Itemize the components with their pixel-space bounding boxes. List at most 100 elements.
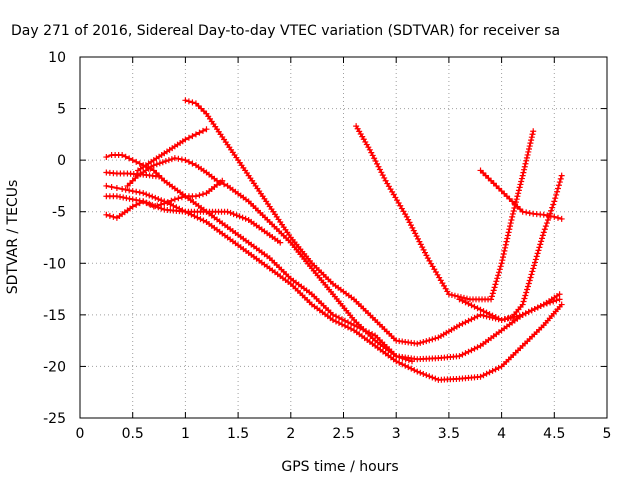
data-point bbox=[129, 188, 136, 195]
sample-marker bbox=[243, 196, 250, 203]
sample-marker bbox=[345, 319, 352, 326]
sample-marker bbox=[152, 173, 159, 180]
sample-marker bbox=[495, 269, 502, 276]
sample-marker bbox=[510, 207, 517, 214]
sample-marker bbox=[502, 315, 509, 322]
x-tick-label: 0.5 bbox=[122, 426, 144, 442]
x-tick-label: 1.5 bbox=[227, 426, 249, 442]
sample-marker bbox=[349, 314, 356, 321]
sample-marker bbox=[185, 98, 192, 105]
sample-marker bbox=[494, 275, 501, 282]
sample-marker bbox=[495, 272, 502, 279]
sample-marker bbox=[468, 302, 475, 309]
series-s6 bbox=[103, 151, 416, 365]
sample-marker bbox=[502, 241, 509, 248]
series-line bbox=[355, 125, 535, 301]
sample-marker bbox=[227, 209, 234, 216]
sample-marker bbox=[366, 329, 373, 336]
sample-marker bbox=[495, 364, 502, 371]
sample-marker bbox=[164, 199, 171, 206]
x-tick-label: 2.5 bbox=[332, 426, 354, 442]
sample-marker bbox=[189, 193, 196, 200]
sample-marker bbox=[332, 318, 339, 325]
sample-marker bbox=[163, 148, 170, 155]
sample-marker bbox=[306, 299, 313, 306]
sample-marker bbox=[556, 179, 563, 186]
sample-marker bbox=[423, 252, 430, 259]
sample-marker bbox=[480, 308, 487, 315]
sample-marker bbox=[185, 134, 192, 141]
sample-marker bbox=[451, 292, 458, 299]
sample-marker bbox=[536, 244, 543, 251]
sample-marker bbox=[539, 232, 546, 239]
sample-marker bbox=[126, 155, 133, 162]
sample-marker bbox=[332, 313, 339, 320]
sample-marker bbox=[515, 187, 522, 194]
sample-marker bbox=[459, 351, 466, 358]
sample-marker bbox=[381, 174, 388, 181]
ticks bbox=[79, 56, 608, 419]
sample-marker bbox=[474, 305, 481, 312]
sample-marker bbox=[539, 235, 546, 242]
sample-marker bbox=[471, 345, 478, 352]
sample-marker bbox=[338, 321, 345, 328]
series-s10 bbox=[477, 167, 565, 222]
sample-marker bbox=[524, 151, 531, 158]
data-point bbox=[161, 200, 168, 207]
sample-marker bbox=[471, 303, 478, 310]
sample-marker bbox=[222, 139, 229, 146]
sample-marker bbox=[507, 220, 514, 227]
sample-marker bbox=[465, 348, 472, 355]
data-point bbox=[558, 215, 565, 222]
data-point bbox=[551, 213, 558, 220]
sample-marker bbox=[524, 283, 531, 290]
sample-marker bbox=[499, 257, 506, 264]
sample-marker bbox=[483, 309, 490, 316]
sample-marker bbox=[179, 208, 186, 215]
sample-marker bbox=[143, 200, 150, 207]
data-point bbox=[530, 265, 537, 272]
sample-marker bbox=[453, 323, 460, 330]
y-tick-label: -15 bbox=[43, 308, 66, 324]
sample-marker bbox=[529, 131, 536, 138]
data-point bbox=[456, 296, 463, 303]
y-tick-label: -10 bbox=[43, 256, 66, 272]
sample-marker bbox=[505, 229, 512, 236]
sample-marker bbox=[420, 338, 427, 345]
sample-marker bbox=[221, 232, 228, 239]
sample-marker bbox=[493, 278, 500, 285]
sample-marker bbox=[490, 287, 497, 294]
sample-marker bbox=[426, 373, 433, 380]
sample-marker bbox=[199, 127, 206, 134]
sample-marker bbox=[196, 192, 203, 199]
sample-marker bbox=[390, 356, 397, 363]
sample-marker bbox=[535, 247, 542, 254]
sample-marker bbox=[402, 211, 409, 218]
sample-marker bbox=[517, 181, 524, 188]
x-tick-label: 3.5 bbox=[438, 426, 460, 442]
sample-marker bbox=[522, 310, 529, 317]
sample-marker bbox=[486, 311, 493, 318]
data-point bbox=[171, 196, 178, 203]
sample-marker bbox=[148, 158, 155, 165]
sample-marker bbox=[429, 374, 436, 381]
sample-marker bbox=[230, 211, 237, 218]
data-point bbox=[119, 186, 126, 193]
data-point bbox=[203, 126, 210, 133]
sample-marker bbox=[518, 178, 525, 185]
sample-marker bbox=[462, 319, 469, 326]
series-s11 bbox=[456, 172, 565, 324]
sample-marker bbox=[417, 369, 424, 376]
sample-marker bbox=[189, 99, 196, 106]
data-point bbox=[108, 183, 115, 190]
sample-marker bbox=[417, 339, 424, 346]
sample-marker bbox=[348, 320, 355, 327]
sample-marker bbox=[553, 191, 560, 198]
sample-marker bbox=[360, 326, 367, 333]
sample-marker bbox=[496, 266, 503, 273]
sample-marker bbox=[521, 166, 528, 173]
sample-marker bbox=[453, 353, 460, 360]
sample-marker bbox=[154, 202, 161, 209]
sample-marker bbox=[211, 175, 218, 182]
